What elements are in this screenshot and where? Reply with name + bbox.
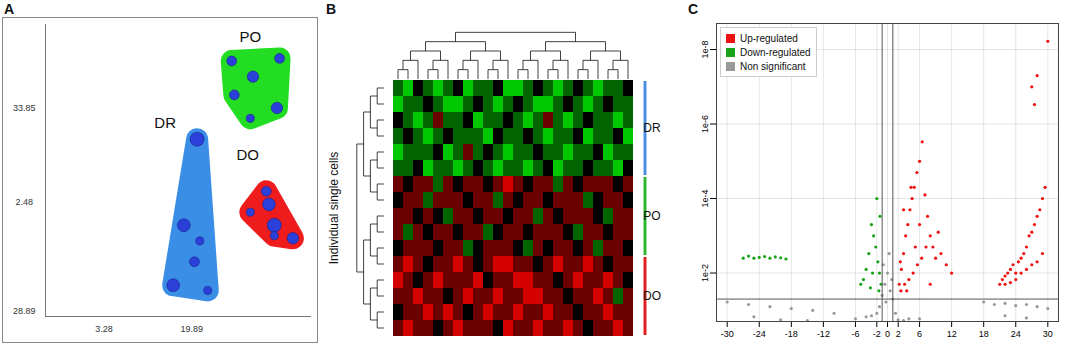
svg-text:1e-8: 1e-8 [700,41,710,59]
svg-text:DO: DO [236,146,259,163]
svg-text:1e-6: 1e-6 [700,115,710,133]
svg-text:3.28: 3.28 [95,324,113,334]
svg-text:-30: -30 [721,329,734,339]
svg-text:-6: -6 [851,329,859,339]
svg-text:19.89: 19.89 [181,324,204,334]
svg-text:Individual single cells: Individual single cells [327,152,341,265]
html-text:B: B [326,1,337,17]
html-text:C: C [688,1,699,17]
svg-text:30: 30 [1043,329,1053,339]
html-text:Down-regulated: Down-regulated [740,46,811,58]
svg-text:28.89: 28.89 [13,306,36,316]
svg-text:1e-2: 1e-2 [700,264,710,282]
svg-text:0: 0 [885,329,890,339]
html-text:Non significant: Non significant [740,60,806,72]
svg-text:DR: DR [154,114,176,131]
svg-text:12: 12 [947,329,957,339]
svg-text:18: 18 [979,329,989,339]
svg-text:-18: -18 [785,329,798,339]
svg-text:DR: DR [643,121,661,135]
html-text:Up-regulated: Up-regulated [740,32,798,44]
svg-text:6: 6 [917,329,922,339]
svg-text:24: 24 [1011,329,1021,339]
svg-text:2: 2 [896,329,901,339]
svg-text:2.48: 2.48 [15,197,33,207]
svg-text:33.85: 33.85 [13,103,36,113]
svg-text:1e-4: 1e-4 [700,190,710,208]
svg-text:PO: PO [643,209,660,223]
svg-text:DO: DO [643,289,661,303]
svg-text:-24: -24 [753,329,766,339]
html-text:A: A [4,1,15,17]
svg-text:PO: PO [239,28,261,45]
svg-text:-12: -12 [817,329,830,339]
svg-text:-2: -2 [873,329,881,339]
